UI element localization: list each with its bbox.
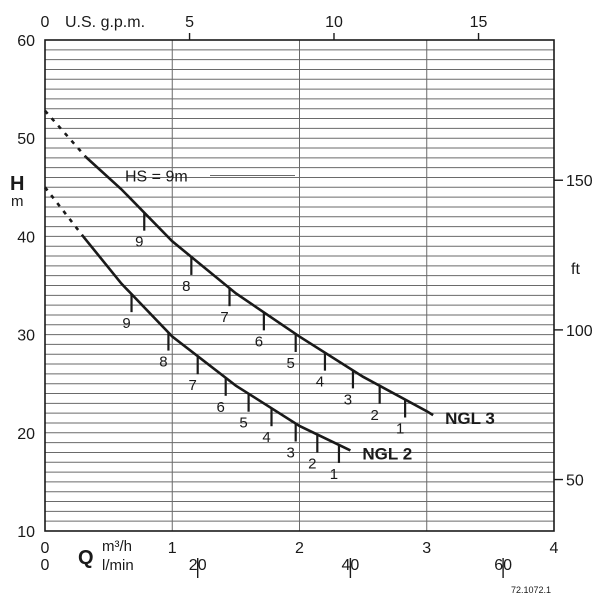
grid	[45, 40, 554, 531]
stage-label: 3	[344, 391, 352, 408]
stage-label: 4	[316, 374, 324, 391]
ngl-2-dashed-curve	[43, 186, 85, 238]
ngl-3-label: NGL 3	[445, 409, 495, 428]
stage-label: 4	[262, 429, 270, 446]
stage-label: 9	[135, 234, 143, 251]
left-tick-label: 50	[17, 131, 35, 148]
axis-ticks	[188, 33, 563, 578]
right-tick-label: 150	[566, 173, 593, 190]
stage-label: 3	[287, 445, 295, 462]
curves	[43, 109, 434, 463]
left-tick-label: 40	[17, 229, 35, 246]
left-tick-label: 10	[17, 524, 35, 541]
bottom-tick-label: 1	[168, 540, 177, 557]
reference-code: 72.1072.1	[511, 585, 551, 595]
ngl-3-dashed-curve	[44, 109, 87, 158]
top-tick-label: 10	[325, 14, 343, 31]
left-axis-title: H	[10, 173, 24, 195]
top-tick-label: 5	[185, 14, 194, 31]
stage-label: 6	[217, 399, 225, 416]
left-tick-label: 30	[17, 328, 35, 345]
top-tick-label: 0	[41, 14, 50, 31]
stage-label: 2	[370, 407, 378, 424]
ngl-2-label: NGL 2	[362, 444, 412, 463]
stage-label: 9	[122, 315, 130, 332]
left-axis-unit: m	[11, 193, 24, 210]
stage-label: 5	[239, 415, 247, 432]
bottom2-axis-unit: l/min	[102, 557, 134, 574]
stage-label: 2	[308, 456, 316, 473]
plot-frame	[44, 39, 555, 532]
right-tick-label: 50	[566, 473, 584, 490]
stage-label: 1	[330, 466, 338, 483]
stage-label: 7	[220, 309, 228, 326]
ngl-2-curve	[82, 235, 351, 452]
bottom-tick-label: 4	[550, 540, 559, 557]
bottom2-tick-label: 60	[494, 557, 512, 574]
bottom2-tick-label: 20	[189, 557, 207, 574]
stage-label: 6	[255, 333, 263, 350]
right-axis-unit: ft	[571, 261, 580, 278]
right-tick-label: 100	[566, 323, 593, 340]
bottom-tick-label: 2	[295, 540, 304, 557]
bottom-axis-unit: m³/h	[102, 538, 132, 555]
left-tick-label: 20	[17, 426, 35, 443]
hs-annotation: HS = 9m	[125, 169, 188, 186]
ngl-3-curve	[84, 155, 434, 417]
stage-label: 7	[189, 377, 197, 394]
bottom-tick-label: 3	[422, 540, 431, 557]
bottom-axis-title: Q	[78, 547, 94, 569]
left-tick-label: 60	[17, 33, 35, 50]
top-tick-label: 15	[470, 14, 488, 31]
stage-label: 8	[159, 354, 167, 371]
top-axis-title: U.S. g.p.m.	[65, 14, 145, 31]
stage-label: 1	[396, 421, 404, 438]
stage-label: 5	[287, 355, 295, 372]
bottom2-tick-label: 0	[41, 557, 50, 574]
stage-label: 8	[182, 278, 190, 295]
bottom-tick-label: 0	[41, 540, 50, 557]
bottom2-tick-label: 40	[342, 557, 360, 574]
